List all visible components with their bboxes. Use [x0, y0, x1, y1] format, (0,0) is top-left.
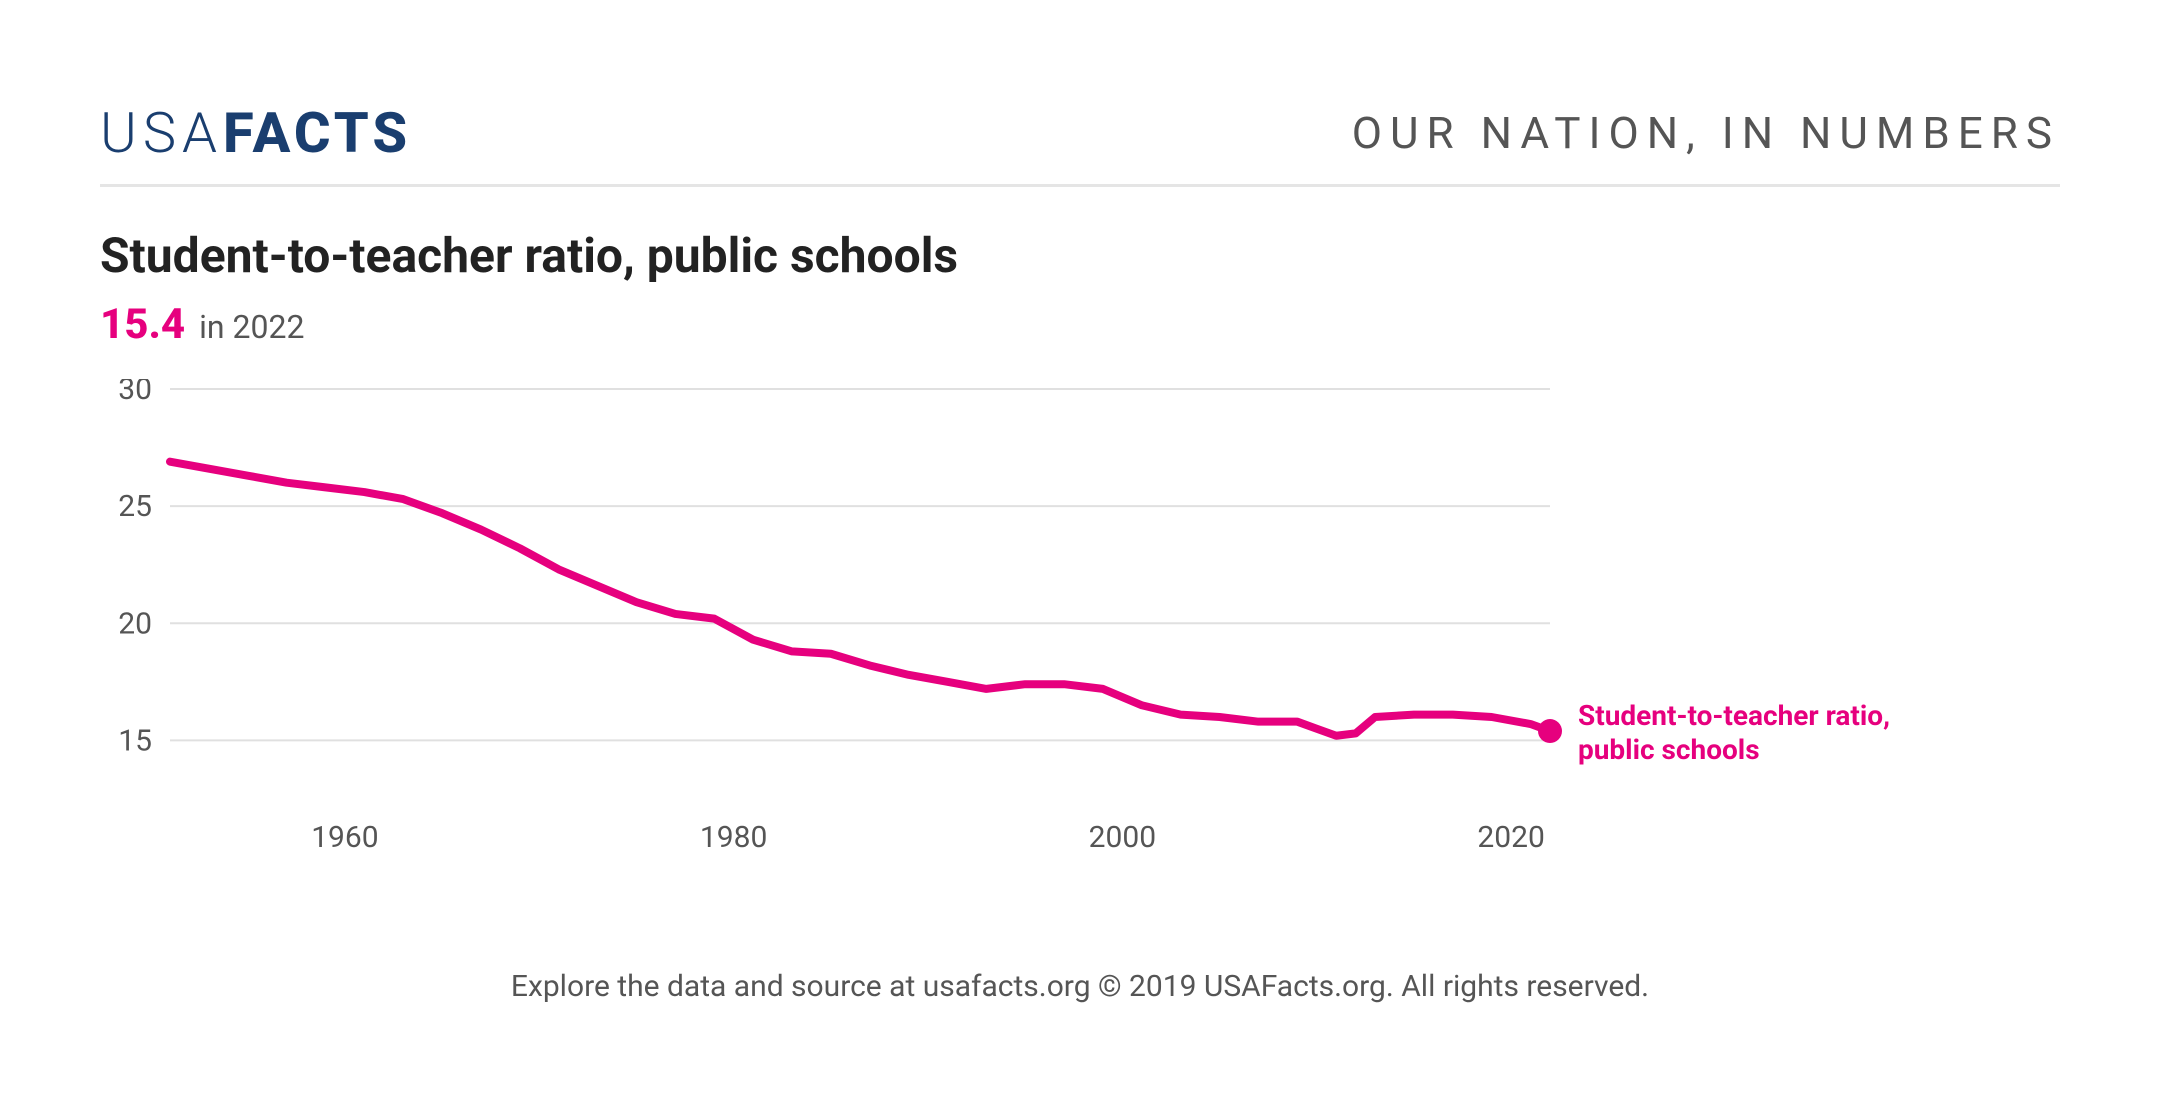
line-chart: 15 20 25 30 1960 1980 2000 2020 Student-to-teach… — [100, 379, 2060, 899]
y-tick-label: 30 — [118, 379, 152, 407]
y-tick-label: 15 — [118, 723, 152, 758]
chart-area: 15 20 25 30 1960 1980 2000 2020 Student-to-teach… — [100, 379, 2060, 899]
y-tick-label: 25 — [118, 489, 152, 524]
stat-value: 15.4 — [100, 300, 185, 349]
series-label-line2: public schools — [1578, 733, 1760, 766]
logo-bold: FACTS — [223, 100, 411, 166]
x-tick-label: 1960 — [311, 820, 378, 855]
series-label-line1: Student-to-teacher ratio, — [1578, 699, 1890, 732]
header: USAFACTS OUR NATION, IN NUMBERS — [100, 100, 2060, 187]
logo: USAFACTS — [100, 100, 411, 166]
x-tick-label: 2000 — [1089, 820, 1156, 855]
footer-text: Explore the data and source at usafacts.… — [100, 969, 2060, 1004]
x-tick-label: 2020 — [1477, 820, 1544, 855]
logo-light: USA — [100, 100, 223, 166]
tagline: OUR NATION, IN NUMBERS — [1352, 107, 2060, 159]
y-tick-label: 20 — [118, 606, 152, 641]
end-marker — [1538, 719, 1562, 743]
stat-year: in 2022 — [199, 308, 304, 346]
stat-row: 15.4 in 2022 — [100, 300, 2060, 349]
chart-title: Student-to-teacher ratio, public schools — [100, 227, 2060, 284]
series-line — [170, 462, 1550, 736]
x-tick-label: 1980 — [700, 820, 767, 855]
